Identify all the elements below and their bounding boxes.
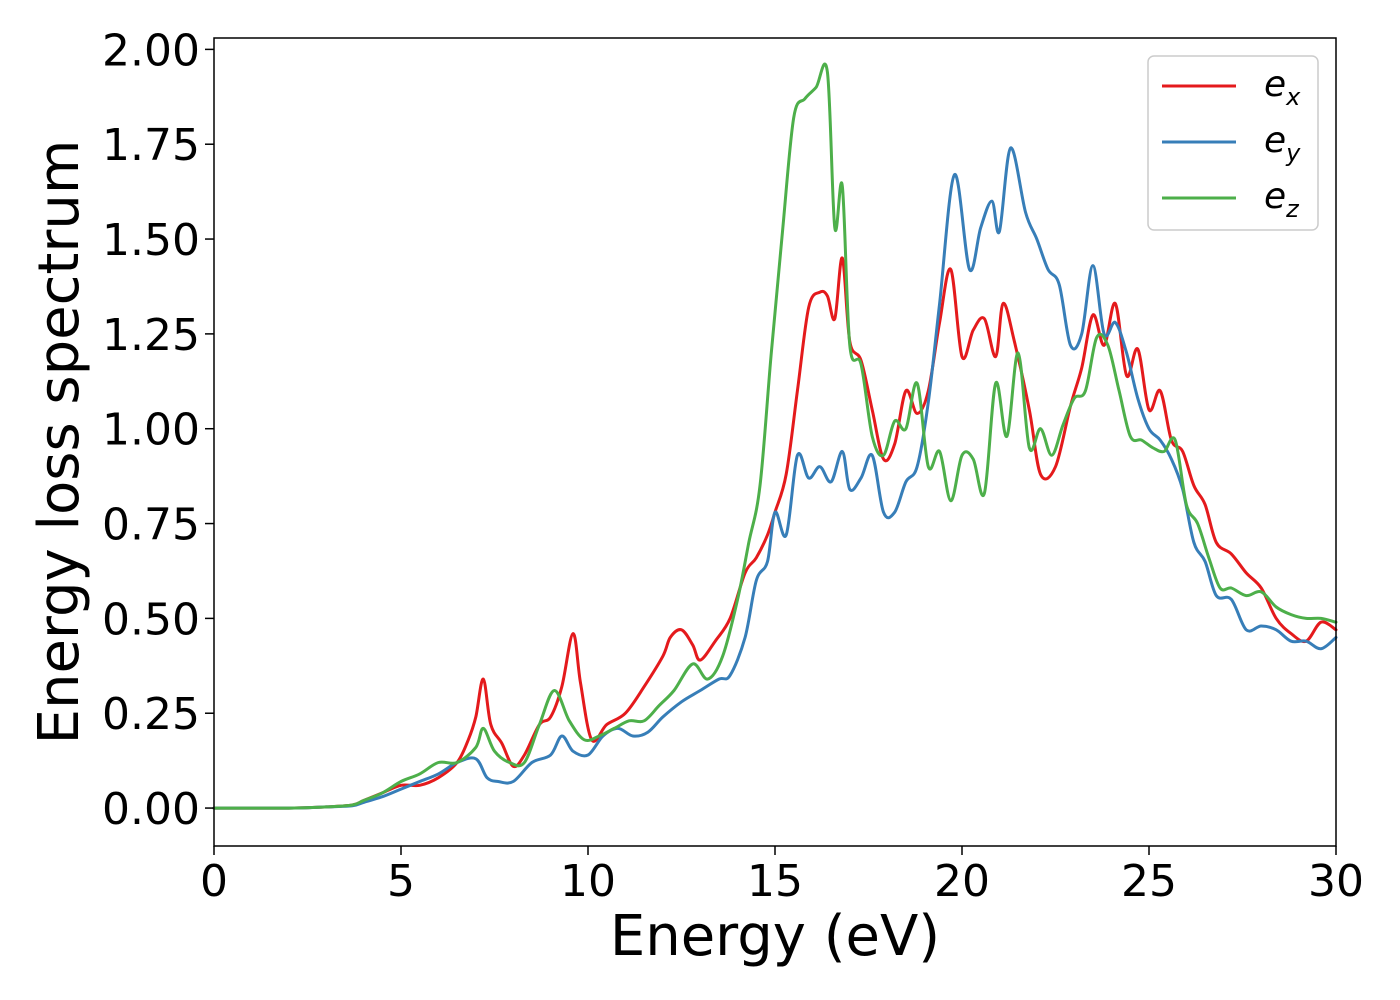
x-tick-label: 15 [747, 856, 803, 907]
series-line-x [212, 256, 1338, 810]
x-axis-title: Energy (eV) [610, 904, 940, 969]
x-tick-label: 0 [200, 856, 228, 907]
ticks-layer: 0 5 10 15 20 25 30 0.00 0.25 0.50 0.75 1.00 1.25 1.50… [102, 25, 1364, 907]
series-line-z [212, 62, 1338, 810]
series-layer [212, 62, 1338, 810]
y-tick-label: 0.50 [102, 594, 200, 645]
x-tick-label: 10 [560, 856, 616, 907]
legend: ex ey ez [1147, 55, 1319, 231]
y-axis-title: Energy loss spectrum [27, 140, 92, 745]
y-tick-label: 1.50 [102, 215, 200, 266]
y-tick-label: 0.75 [102, 500, 200, 551]
y-tick-label: 1.00 [102, 405, 200, 456]
x-tick-label: 20 [934, 856, 990, 907]
legend-label-y: ey [1264, 120, 1301, 167]
legend-label-x: ex [1264, 64, 1301, 111]
y-tick-label: 1.75 [102, 120, 200, 171]
y-tick-label: 0.00 [102, 784, 200, 835]
series-line-y [212, 146, 1338, 810]
y-tick-label: 0.25 [102, 689, 200, 740]
y-tick-label: 1.25 [102, 310, 200, 361]
x-tick-label: 25 [1121, 856, 1177, 907]
x-tick-label: 5 [387, 856, 415, 907]
legend-label-z: ez [1264, 176, 1300, 223]
y-tick-label: 2.00 [102, 25, 200, 76]
x-tick-label: 30 [1308, 856, 1364, 907]
